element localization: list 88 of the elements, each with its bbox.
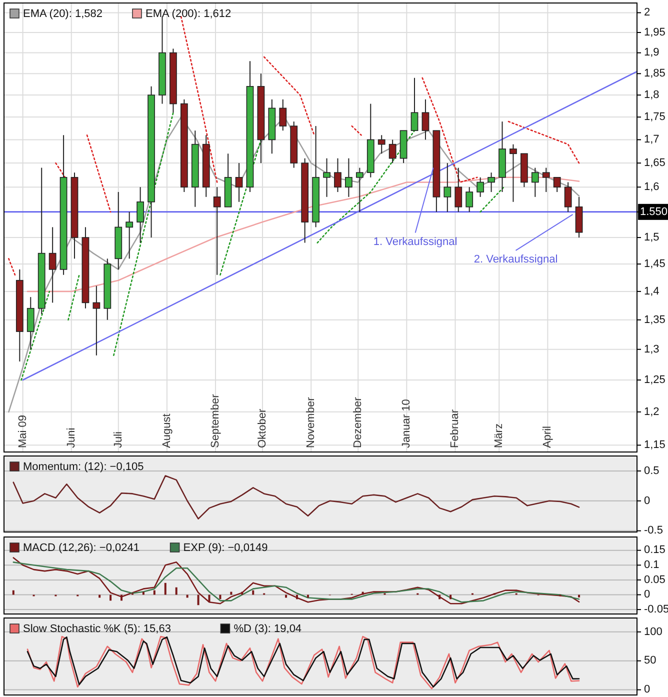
y-tick-label: 0.05 (644, 574, 666, 586)
bar (110, 594, 112, 601)
y-tick-label: 0 (644, 494, 650, 507)
line-series (12, 475, 580, 520)
candlestick (92, 285, 100, 356)
bar (252, 590, 254, 595)
legend-label: Momentum: (12): −0,105 (23, 460, 144, 473)
y-tick-label: 1,45 (644, 258, 666, 270)
candlestick (213, 186, 221, 276)
candlestick (542, 167, 550, 192)
y-tick-label: 1,7 (644, 134, 660, 146)
legend-label: EXP (9): −0,0149 (183, 542, 268, 554)
legend-label: Slow Stochastic %K (5): 15,63 (23, 622, 171, 635)
candlestick (356, 167, 364, 212)
y-tick-label: 2 (644, 6, 650, 19)
y-tick-label: 1,6 (644, 181, 660, 193)
candlestick (345, 158, 352, 198)
candlestick (410, 77, 418, 132)
y-tick-label: 1,5 (644, 231, 660, 244)
candlestick (564, 182, 572, 212)
bar (120, 594, 123, 601)
y-tick-label: 0 (644, 684, 650, 696)
y-tick-label: 1,65 (644, 156, 666, 169)
bar (153, 590, 156, 595)
y-tick-label: 0.1 (644, 559, 660, 572)
candlestick (26, 296, 34, 350)
y-tick-label: 1,85 (644, 68, 666, 80)
candlestick (444, 162, 452, 212)
y-tick-label: 1,4 (644, 285, 660, 298)
annotation: 2. Verkaufssignal (474, 253, 558, 266)
candlestick (126, 211, 134, 260)
bar (230, 592, 232, 595)
bar (12, 590, 14, 595)
x-tick-label: September (210, 394, 222, 448)
candlestick (531, 167, 539, 198)
candlestick (422, 98, 430, 140)
x-tick-label: November (305, 396, 318, 448)
x-tick-label: März (493, 424, 506, 448)
legend-label: EMA (200): 1,612 (146, 8, 232, 20)
x-tick-label: Januar 10 (400, 399, 413, 448)
y-tick-label: 50 (644, 654, 656, 667)
legend-label: EMA (20): 1,582 (23, 8, 102, 20)
y-tick-label: 1,75 (644, 110, 666, 123)
y-tick-label: 0.5 (644, 464, 660, 477)
bar (241, 592, 244, 595)
bar (578, 594, 580, 598)
candlestick (48, 226, 56, 304)
candlestick (235, 162, 243, 202)
candlestick (136, 186, 144, 244)
candlestick (553, 176, 561, 192)
y-tick-label: 0 (644, 588, 650, 601)
candlestick (510, 144, 517, 202)
y-tick-label: 1,25 (644, 374, 666, 386)
candlestick (388, 139, 396, 164)
x-tick-label: Juli (112, 431, 124, 448)
bar (164, 582, 166, 595)
candlestick (466, 186, 474, 212)
y-tick-label: 1,95 (644, 26, 666, 38)
y-tick-label: -0.5 (644, 524, 663, 537)
x-tick-label: April (542, 426, 554, 448)
candlestick (488, 172, 495, 192)
bar (175, 587, 178, 595)
x-tick-label: Juni (65, 428, 78, 448)
y-tick-label: 1,2 (644, 406, 660, 418)
candlestick (476, 176, 484, 198)
y-tick-label: 1,9 (644, 46, 660, 59)
candlestick (334, 158, 342, 192)
y-tick-label: 1,3 (644, 343, 660, 356)
y-tick-label: 100 (644, 626, 662, 638)
y-tick-label: 1,8 (644, 88, 660, 101)
y-tick-label: 0.15 (644, 544, 666, 556)
candlestick (279, 98, 287, 132)
bar (362, 592, 364, 595)
candlestick (323, 158, 330, 198)
candlestick (378, 134, 386, 154)
x-tick-label: August (160, 414, 173, 448)
legend-label: %D (3): 19,04 (234, 622, 302, 635)
legend-label: MACD (12,26): −0,0241 (23, 542, 140, 554)
ref-line-label: 1.550 (640, 206, 668, 218)
y-tick-label: 1,15 (644, 439, 666, 452)
bar (142, 592, 144, 595)
candlestick (454, 167, 462, 212)
x-tick-label: Mai 09 (16, 414, 29, 448)
annotation: 1. Verkaufssignal (373, 236, 458, 248)
y-tick-label: 1,35 (644, 314, 666, 326)
x-tick-label: Februar (449, 409, 462, 448)
x-tick-label: Oktober (256, 408, 269, 448)
x-tick-label: Dezember (352, 396, 364, 448)
